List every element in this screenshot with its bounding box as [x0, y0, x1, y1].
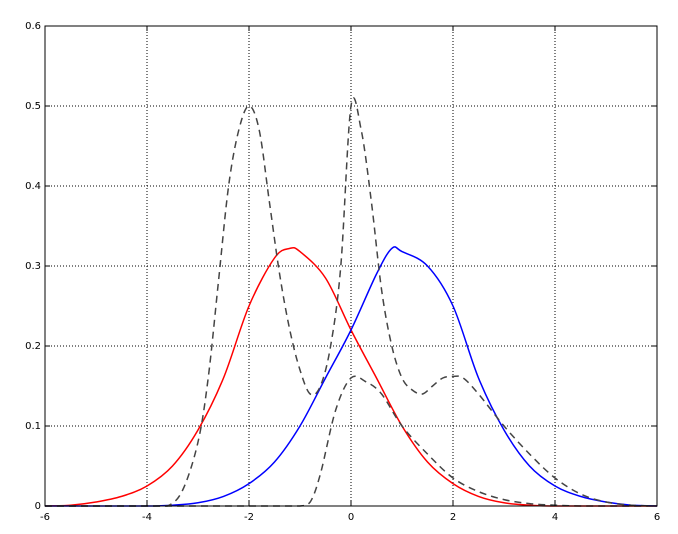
- y-axis-tick-labels: 0 0.1 0.2 0.3 0.4 0.5 0.6: [25, 21, 41, 512]
- y-tick-label: 0: [35, 501, 41, 512]
- y-tick-label: 0.5: [25, 101, 41, 112]
- grid: [45, 26, 657, 506]
- x-tick-label: 6: [654, 512, 660, 523]
- y-tick-label: 0.4: [25, 181, 41, 192]
- x-tick-label: 4: [552, 512, 558, 523]
- y-tick-label: 0.3: [25, 261, 41, 272]
- y-tick-label: 0.2: [25, 341, 41, 352]
- y-tick-label: 0.1: [25, 421, 41, 432]
- x-tick-label: -4: [142, 512, 152, 523]
- x-axis-tick-labels: -6 -4 -2 0 2 4 6: [40, 512, 660, 523]
- series-line-3: [45, 97, 658, 507]
- x-tick-label: -2: [244, 512, 254, 523]
- x-tick-label: -6: [40, 512, 50, 523]
- chart-series: [44, 97, 658, 507]
- y-tick-label: 0.6: [25, 21, 41, 32]
- tick-marks: [44, 25, 658, 507]
- series-line-2: [45, 246, 658, 507]
- x-tick-label: 0: [348, 512, 354, 523]
- x-tick-label: 2: [450, 512, 456, 523]
